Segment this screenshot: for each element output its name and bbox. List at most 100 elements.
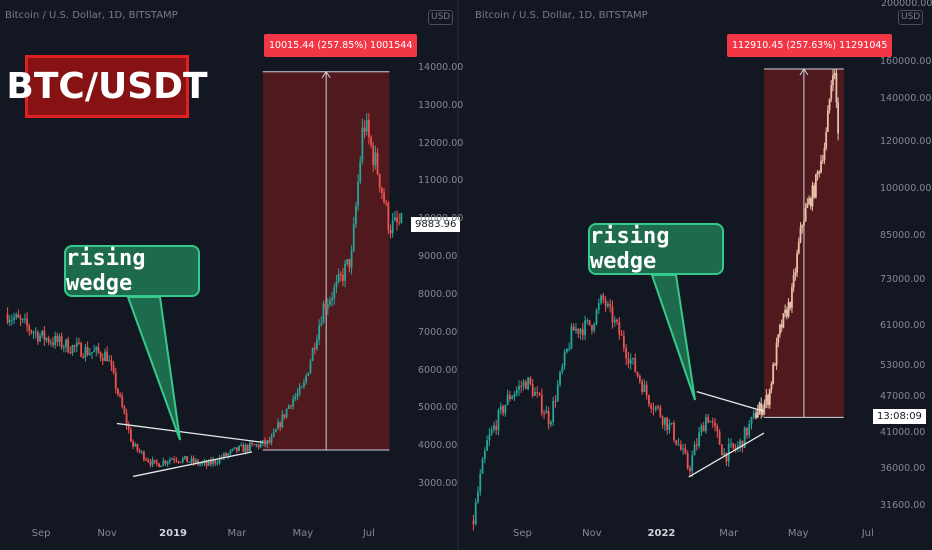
candle-body xyxy=(695,444,698,446)
candle-body xyxy=(197,460,199,465)
candle-body xyxy=(348,259,351,268)
candle-body xyxy=(316,339,318,349)
candle-body xyxy=(739,440,742,446)
candle-body xyxy=(43,330,46,341)
candle-body xyxy=(808,198,810,204)
candle-body xyxy=(760,403,763,415)
candle-body xyxy=(194,460,197,463)
chart-2-y-tick: 36000.00 xyxy=(880,463,926,474)
chart-1-y-tick: 6000.00 xyxy=(418,364,458,376)
candle-body xyxy=(643,384,646,392)
candle-body xyxy=(374,152,377,166)
candle-body xyxy=(752,412,755,418)
chart-1-measure-label: 10015.44 (257.85%) 1001544 xyxy=(264,34,418,57)
candle-body xyxy=(398,222,401,224)
candle-body xyxy=(145,459,147,461)
candle-body xyxy=(281,414,284,428)
chart-1-y-tick: 14000.00 xyxy=(418,62,464,73)
candle-body xyxy=(770,383,773,390)
candle-body xyxy=(787,302,790,317)
chart-1-y-tick: 8000.00 xyxy=(418,288,458,300)
candle-body xyxy=(486,440,488,451)
candle-body xyxy=(620,334,623,336)
candle-body xyxy=(552,401,555,422)
candle-body xyxy=(797,241,800,254)
candle-body xyxy=(732,443,735,448)
candle-body xyxy=(236,447,238,451)
candle-body xyxy=(714,422,716,427)
candle-body xyxy=(121,396,124,407)
candle-body xyxy=(545,410,548,414)
candle-body xyxy=(177,461,180,463)
candle-body xyxy=(784,309,787,314)
candle-body xyxy=(62,347,65,349)
candle-body xyxy=(756,410,759,418)
candle-body xyxy=(720,444,723,456)
chart-2-currency[interactable]: USD xyxy=(898,10,924,25)
candle-body xyxy=(709,421,712,423)
candle-body xyxy=(266,440,269,445)
candle-body xyxy=(556,384,559,402)
chart-1-x-tick: Mar xyxy=(227,528,247,539)
candle-body xyxy=(826,110,829,132)
chart-2-top-tick-partial: 200000.00 xyxy=(881,0,932,9)
chart-1-y-tick: 9000.00 xyxy=(418,251,458,263)
candle-body xyxy=(773,364,776,366)
candle-body xyxy=(119,394,121,397)
candle-body xyxy=(199,463,202,465)
candle-body xyxy=(181,458,184,462)
candle-body xyxy=(376,152,379,175)
candle-body xyxy=(616,319,618,322)
chart-1-x-tick: 2019 xyxy=(159,528,187,539)
candle-body xyxy=(296,393,299,397)
candle-body xyxy=(632,358,634,360)
candle-body xyxy=(56,335,59,342)
candle-body xyxy=(95,347,98,351)
candle-body xyxy=(700,425,703,433)
candle-body xyxy=(168,459,171,462)
chart-2-x-tick: Sep xyxy=(512,528,532,539)
candle-body xyxy=(727,444,730,462)
candle-body xyxy=(627,358,630,364)
candle-body xyxy=(244,445,247,452)
candle-body xyxy=(734,447,737,449)
candle-body xyxy=(606,303,609,307)
candle-body xyxy=(251,442,253,445)
candle-body xyxy=(259,443,262,448)
chart-2-x-tick: May xyxy=(787,528,809,539)
chart-2-y-tick: 120000.00 xyxy=(880,136,932,147)
candle-body xyxy=(391,220,394,234)
candle-body xyxy=(19,317,22,320)
candle-body xyxy=(705,417,707,432)
candle-body xyxy=(311,347,314,361)
candle-body xyxy=(227,453,230,456)
candle-body xyxy=(210,460,212,465)
candle-body xyxy=(324,303,327,309)
candle-body xyxy=(342,274,344,281)
candle-body xyxy=(493,425,495,430)
candle-body xyxy=(563,352,566,367)
candle-body xyxy=(813,185,816,198)
candle-body xyxy=(746,427,748,436)
candle-body xyxy=(123,406,126,414)
candle-body xyxy=(114,372,117,389)
candle-body xyxy=(755,414,757,418)
candle-body xyxy=(572,326,575,331)
candle-body xyxy=(78,342,80,344)
candle-body xyxy=(287,405,290,409)
candle-body xyxy=(654,406,657,410)
candle-body xyxy=(272,431,275,437)
chart-1-x-tick: Sep xyxy=(31,528,51,539)
candle-body xyxy=(666,417,669,430)
candle-body xyxy=(34,331,37,333)
candle-body xyxy=(60,336,63,348)
btc-usdt-title: BTC/USDT xyxy=(6,55,208,118)
candle-body xyxy=(508,394,511,400)
candle-body xyxy=(132,441,134,447)
candle-body xyxy=(333,287,336,299)
chart-1-currency[interactable]: USD xyxy=(428,10,454,25)
candle-body xyxy=(80,342,83,357)
candle-body xyxy=(816,171,819,175)
candle-body xyxy=(292,399,295,407)
